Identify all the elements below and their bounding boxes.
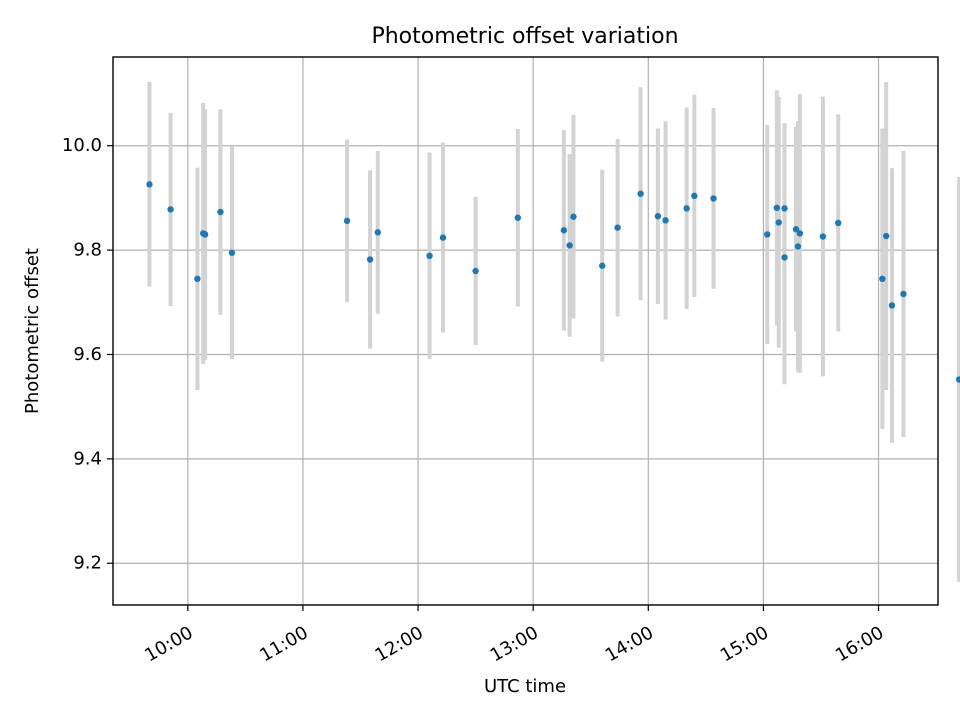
data-point — [566, 242, 573, 249]
data-point — [366, 256, 374, 263]
data-point — [560, 227, 568, 234]
data-point — [691, 192, 698, 200]
data-point — [879, 275, 886, 283]
chart-title: Photometric offset variation — [371, 24, 678, 49]
data-point — [374, 229, 381, 236]
data-point — [794, 243, 802, 250]
x-axis-label: UTC time — [484, 676, 566, 697]
y-tick-label: 9.6 — [73, 344, 102, 365]
data-point — [426, 252, 433, 260]
data-point — [439, 234, 447, 241]
y-axis-label: Photometric offset — [22, 248, 43, 414]
data-point — [637, 190, 644, 197]
data-point — [792, 226, 800, 233]
data-point — [955, 376, 960, 383]
data-point — [343, 217, 351, 225]
data-point — [775, 219, 782, 226]
data-point — [900, 290, 907, 298]
data-point — [228, 249, 236, 256]
y-tick-label: 9.8 — [73, 240, 102, 261]
data-point — [514, 214, 522, 221]
y-tick-label: 9.4 — [73, 448, 102, 469]
data-point — [888, 302, 896, 309]
data-point — [167, 206, 174, 213]
y-axis-ticks: 9.2 9.4 9.6 9.8 10.0 — [62, 135, 113, 574]
data-point — [773, 204, 781, 212]
data-point — [472, 267, 479, 275]
data-points — [146, 181, 960, 383]
data-point — [146, 181, 153, 188]
data-point — [683, 205, 690, 212]
data-point — [764, 231, 771, 238]
data-point — [781, 254, 788, 261]
data-point — [194, 275, 201, 283]
data-point — [882, 232, 890, 240]
data-point — [599, 262, 606, 269]
data-point — [781, 205, 788, 212]
data-point — [614, 224, 621, 231]
data-point — [217, 208, 224, 216]
data-point — [835, 219, 842, 227]
data-point — [796, 230, 804, 237]
data-point — [201, 231, 209, 238]
data-point — [662, 217, 669, 224]
data-point — [654, 212, 662, 220]
y-tick-label: 9.2 — [73, 553, 102, 574]
y-tick-label: 10.0 — [62, 135, 102, 156]
data-point — [819, 233, 827, 240]
data-point — [710, 195, 717, 202]
data-point — [570, 213, 577, 220]
plot-frame — [112, 56, 939, 606]
